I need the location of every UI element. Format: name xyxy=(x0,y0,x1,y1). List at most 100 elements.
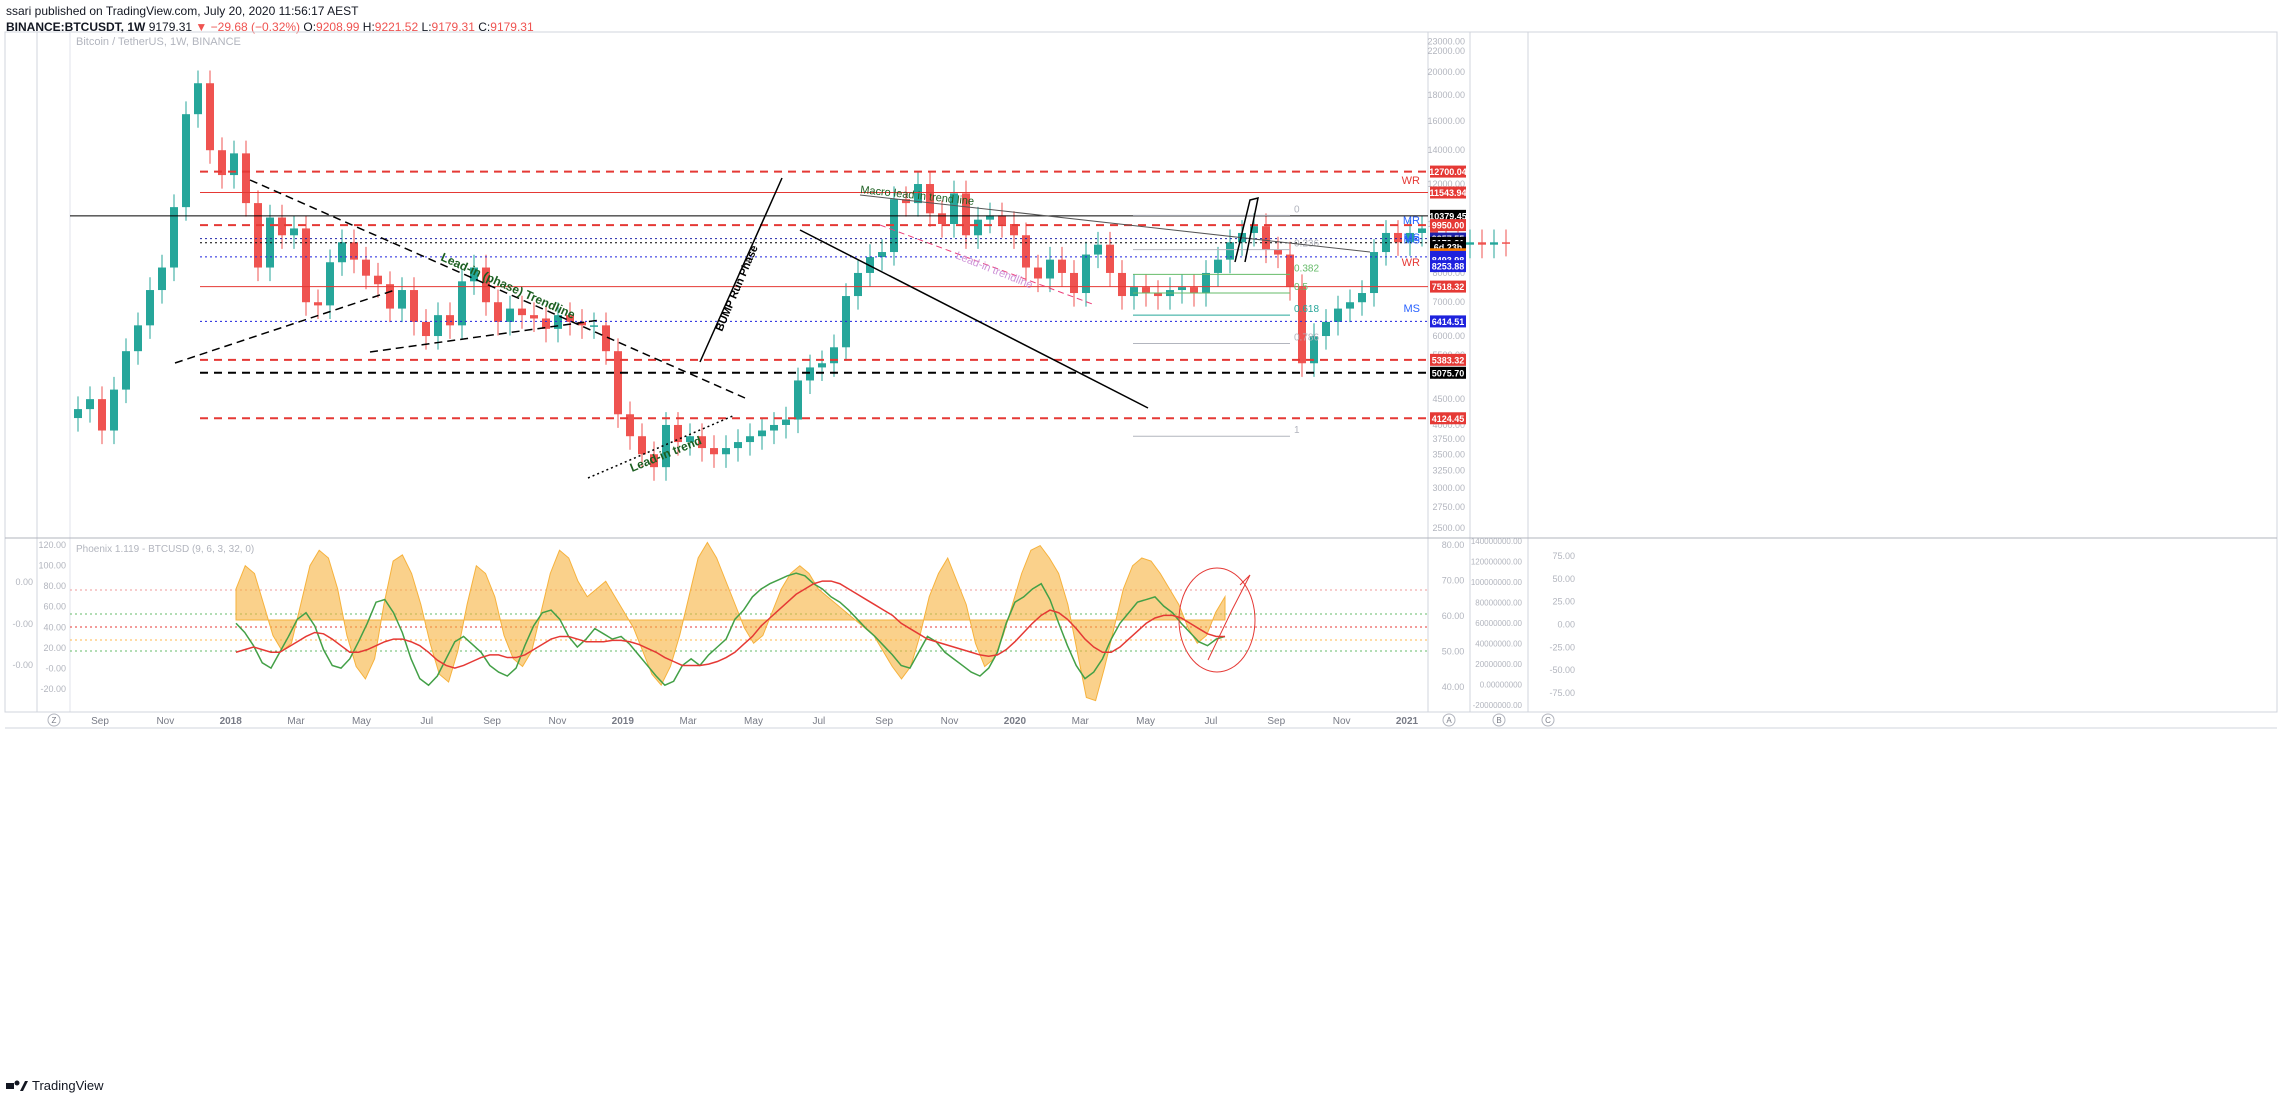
candle-body xyxy=(518,308,526,316)
osc-mid-tick: 50.00 xyxy=(1442,647,1465,657)
candle-body xyxy=(134,325,142,352)
candle-body xyxy=(830,347,838,364)
candle-body xyxy=(1406,232,1414,243)
candle-body xyxy=(1310,336,1318,364)
candle-body xyxy=(1106,244,1114,273)
level-tag-text-6d 23h: 6d 23h xyxy=(1434,243,1463,253)
level-tag-8253.88 xyxy=(1430,260,1466,273)
level-tag-text-5383.32: 5383.32 xyxy=(1432,355,1465,365)
symbol-label: BINANCE:BTCUSDT, 1W xyxy=(6,20,146,34)
trendline-descending xyxy=(799,229,1149,409)
level-tag-text-6414.51: 6414.51 xyxy=(1432,317,1465,327)
time-tick-Sep: Sep xyxy=(875,716,893,727)
price-tick: 8000.00 xyxy=(1432,268,1465,278)
candle-body xyxy=(494,302,502,322)
osc-right-tick: 40000000.00 xyxy=(1475,640,1522,649)
candle-body xyxy=(722,448,730,455)
open-label: O: xyxy=(303,20,317,34)
candle-body xyxy=(1202,272,1210,294)
osc-far-right-tick: 75.00 xyxy=(1552,551,1575,561)
last-price: 9179.31 xyxy=(148,20,193,34)
candle-body xyxy=(1226,242,1234,260)
time-tick-May: May xyxy=(1136,716,1155,727)
candle-body xyxy=(1118,272,1126,297)
candle-body xyxy=(818,363,826,368)
time-tick-Mar: Mar xyxy=(680,716,698,727)
axis-mode-label-A: A xyxy=(1446,716,1452,725)
osc-left-tick: -20.00 xyxy=(40,684,66,694)
candle-body xyxy=(314,302,322,306)
candle-body xyxy=(578,321,586,326)
price-tick: 20000.00 xyxy=(1427,67,1465,77)
axis-mode-button-A xyxy=(1442,713,1456,727)
candle-body xyxy=(374,275,382,285)
time-tick-Sep: Sep xyxy=(1267,716,1285,727)
level-tag-9950.00 xyxy=(1430,219,1466,232)
time-tick-2021: 2021 xyxy=(1396,716,1419,727)
candle-body xyxy=(1298,287,1306,364)
candle-body xyxy=(1478,242,1486,245)
candle-body xyxy=(74,409,82,419)
candle-body xyxy=(470,267,478,282)
side-label-WR-4: WR xyxy=(1402,257,1420,269)
osc-left-tick: -0.00 xyxy=(45,663,66,673)
low-value: 9179.31 xyxy=(431,20,475,34)
osc-left-tick: 60.00 xyxy=(43,602,66,612)
time-tick-May: May xyxy=(744,716,763,727)
price-tick: 7000.00 xyxy=(1432,297,1465,307)
candle-body xyxy=(446,315,454,326)
fib-label-0.5: 0.5 xyxy=(1294,282,1308,293)
candle-body xyxy=(1394,232,1402,243)
level-tag-12700.04 xyxy=(1430,165,1466,178)
candle-body xyxy=(650,454,658,468)
osc-left2-tick: 0.00 xyxy=(15,577,33,587)
candle-body xyxy=(302,228,310,303)
price-tick: 4000.00 xyxy=(1432,420,1465,430)
osc-left-tick: 120.00 xyxy=(38,540,66,550)
price-tick: 22000.00 xyxy=(1427,46,1465,56)
time-tick-2019: 2019 xyxy=(612,716,635,727)
hand-drawn-circle xyxy=(1178,567,1256,673)
trendline-bump-run xyxy=(699,177,783,363)
candle-body xyxy=(338,242,346,263)
candle-body xyxy=(878,252,886,258)
candle-body xyxy=(398,290,406,309)
low-label: L: xyxy=(421,20,432,34)
osc-right-tick: 20000000.00 xyxy=(1475,660,1522,669)
side-label-WR-0: WR xyxy=(1402,175,1420,187)
candle-body xyxy=(686,436,694,443)
osc-line-green xyxy=(235,572,1226,687)
price-tick: 3500.00 xyxy=(1432,449,1465,459)
candle-body xyxy=(926,184,934,214)
open-value: 9208.99 xyxy=(316,20,360,34)
level-tag-text-8253.88: 8253.88 xyxy=(1432,262,1465,272)
osc-left-tick: 40.00 xyxy=(43,622,66,632)
candle-body xyxy=(986,215,994,220)
price-tick: 12000.00 xyxy=(1427,179,1465,189)
trendline-lead-in-pink xyxy=(879,224,1096,306)
candle-body xyxy=(542,318,550,329)
price-tick: 3000.00 xyxy=(1432,483,1465,493)
fib-label-0.786: 0.786 xyxy=(1294,332,1319,343)
level-tag-text-10379.45: 10379.45 xyxy=(1429,211,1467,221)
candle-body xyxy=(1346,302,1354,309)
price-tick: 2750.00 xyxy=(1432,502,1465,512)
price-tick: 18000.00 xyxy=(1427,90,1465,100)
osc-right-tick: 100000000.00 xyxy=(1471,578,1523,587)
time-tick-2018: 2018 xyxy=(220,716,243,727)
price-tick: 2500.00 xyxy=(1432,523,1465,533)
oscillator-title: Phoenix 1.119 - BTCUSD (9, 6, 3, 32, 0) xyxy=(76,544,254,555)
price-tick: 23000.00 xyxy=(1427,36,1465,46)
candle-body xyxy=(734,442,742,449)
high-value: 9221.52 xyxy=(374,20,419,34)
candle-body xyxy=(698,436,706,449)
level-tag-5383.32 xyxy=(1430,353,1466,366)
main-chart-title: Bitcoin / TetherUS, 1W, BINANCE xyxy=(76,36,241,48)
price-tick: 14000.00 xyxy=(1427,145,1465,155)
time-tick-Nov: Nov xyxy=(1333,716,1351,727)
osc-far-right-tick: -75.00 xyxy=(1549,688,1575,698)
candle-body xyxy=(950,193,958,225)
level-tag-5075.70 xyxy=(1430,366,1466,379)
osc-far-right-tick: 25.00 xyxy=(1552,597,1575,607)
